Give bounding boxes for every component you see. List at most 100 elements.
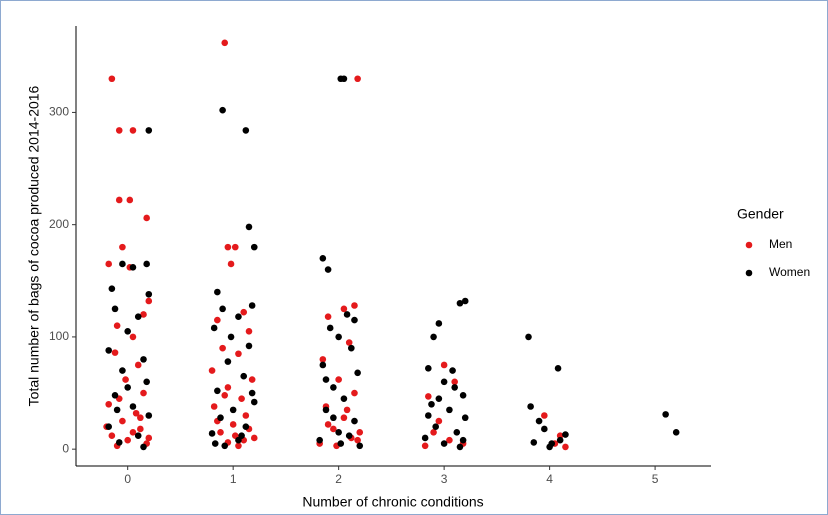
point [351, 389, 358, 397]
point [340, 305, 348, 313]
point [425, 412, 432, 419]
legend-title: Gender [737, 206, 784, 222]
point [119, 260, 126, 268]
point [421, 442, 429, 450]
point [208, 367, 216, 374]
point [451, 378, 458, 386]
point [214, 387, 221, 395]
legend-marker [745, 269, 753, 277]
point [132, 409, 140, 417]
point [229, 421, 237, 428]
point [129, 403, 137, 410]
point [530, 439, 538, 446]
point [219, 106, 226, 114]
point [113, 406, 121, 414]
point [245, 328, 253, 335]
point [119, 367, 126, 374]
point [143, 378, 150, 386]
y-tick-label: 200 [49, 217, 69, 231]
point [354, 369, 361, 377]
point [356, 442, 364, 450]
point [140, 443, 147, 451]
point [217, 414, 224, 422]
point [556, 436, 564, 444]
point [319, 361, 327, 369]
point [210, 403, 218, 410]
point [421, 434, 429, 442]
point [208, 430, 216, 437]
legend-label: Women [769, 265, 810, 279]
point [113, 322, 121, 329]
point [238, 395, 245, 402]
point [145, 127, 153, 134]
point [211, 440, 219, 447]
point [356, 429, 364, 436]
point [245, 342, 253, 350]
point [316, 436, 323, 444]
point [354, 75, 361, 83]
point [461, 297, 469, 305]
point [235, 442, 242, 450]
point [324, 266, 332, 273]
point [231, 243, 239, 251]
point [134, 361, 142, 369]
point [322, 376, 330, 383]
point [351, 302, 358, 309]
point [326, 324, 334, 332]
x-tick-label: 3 [441, 472, 448, 486]
point [235, 313, 242, 321]
point [115, 196, 123, 204]
point [459, 391, 467, 399]
point [343, 406, 351, 414]
point [214, 316, 221, 324]
point [440, 440, 448, 447]
point [137, 414, 144, 422]
point [214, 288, 221, 296]
point [451, 384, 458, 391]
point [124, 328, 131, 335]
point [242, 412, 250, 419]
point [210, 324, 218, 332]
point [140, 356, 147, 363]
point [351, 316, 358, 324]
point [224, 384, 232, 391]
point [449, 367, 456, 374]
point [541, 412, 548, 419]
point [108, 432, 116, 439]
point [224, 243, 232, 251]
point [105, 347, 112, 354]
x-axis-title: Number of chronic conditions [302, 494, 483, 510]
point [221, 39, 229, 47]
point [435, 417, 443, 425]
point [343, 311, 351, 318]
point [335, 429, 342, 436]
point [345, 339, 353, 346]
legend-label: Men [769, 237, 792, 251]
point [546, 443, 553, 451]
point [248, 376, 256, 383]
point [335, 376, 342, 383]
legend-marker [745, 241, 753, 249]
point [250, 398, 258, 406]
point [324, 313, 332, 321]
point [248, 302, 256, 309]
point [217, 429, 224, 436]
point [319, 356, 327, 363]
point [461, 414, 469, 422]
point [129, 333, 137, 341]
point [137, 425, 144, 433]
point [250, 243, 258, 251]
point [221, 391, 229, 399]
point [119, 243, 126, 251]
point [425, 393, 432, 400]
point [541, 425, 548, 433]
point [111, 305, 119, 313]
point [124, 384, 131, 391]
point [115, 127, 123, 134]
x-tick-label: 2 [335, 472, 342, 486]
point [324, 421, 332, 428]
point [440, 361, 448, 369]
y-tick-label: 300 [49, 105, 69, 119]
x-tick-label: 1 [230, 472, 237, 486]
